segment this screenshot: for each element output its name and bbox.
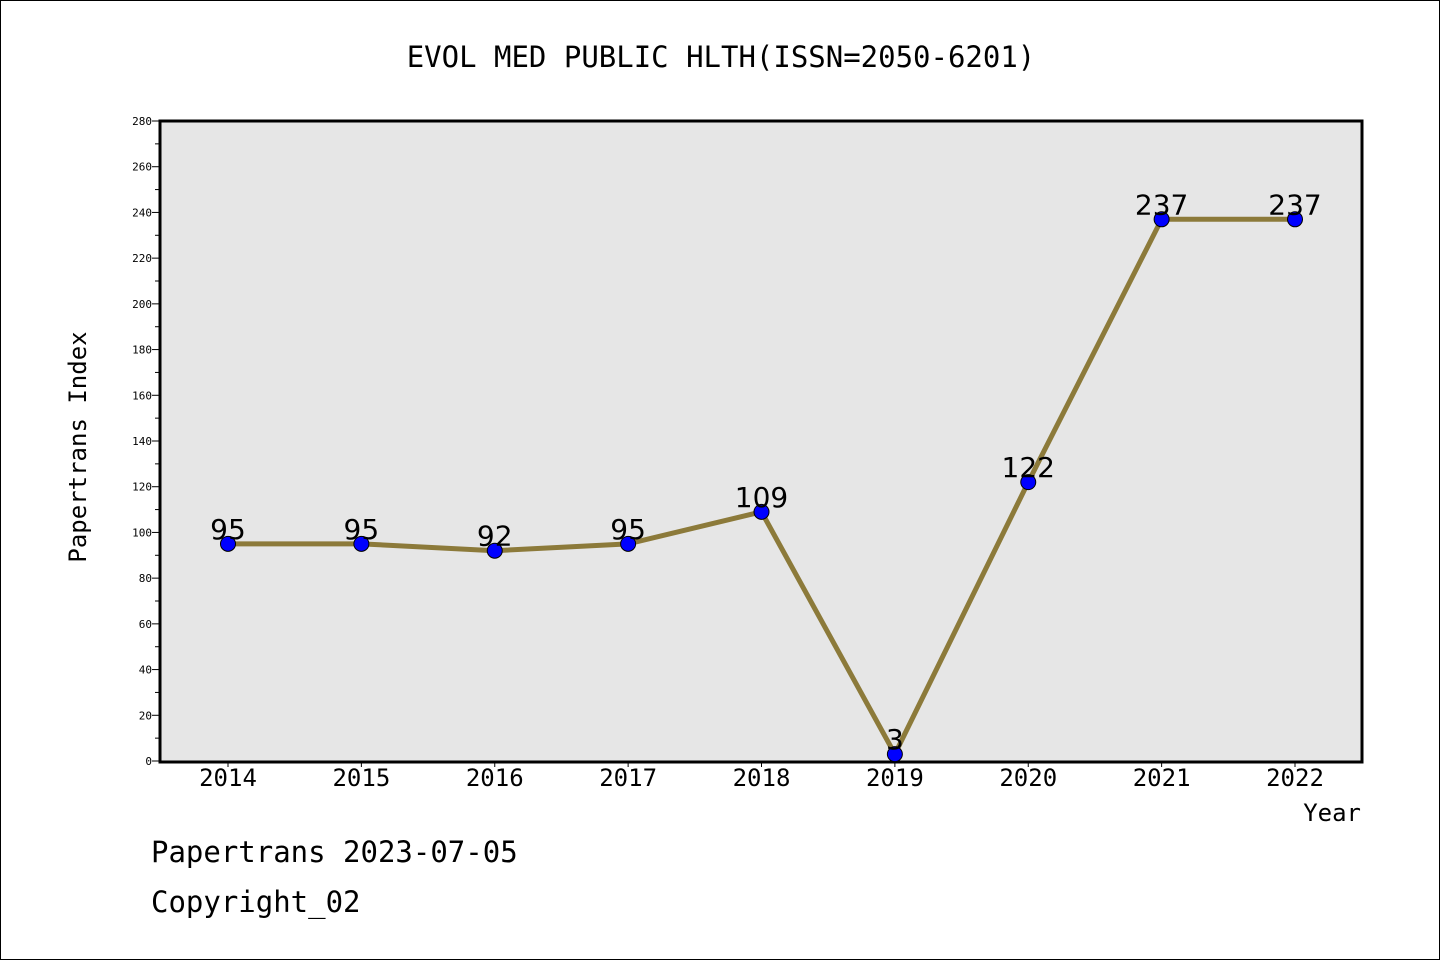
- data-point: [620, 535, 637, 552]
- y-tick-label: 100: [132, 526, 152, 539]
- x-tick-label: 2020: [999, 764, 1057, 792]
- y-tick-label: 120: [132, 481, 152, 494]
- y-tick-label: 180: [132, 344, 152, 357]
- x-tick-label: 2022: [1266, 764, 1324, 792]
- x-tick-label: 2017: [599, 764, 657, 792]
- y-tick-label: 160: [132, 389, 152, 402]
- y-tick-label: 40: [139, 664, 152, 677]
- y-tick-label: 260: [132, 161, 152, 174]
- y-tick-label: 200: [132, 298, 152, 311]
- data-label: 109: [735, 481, 788, 514]
- data-point: [1287, 211, 1303, 228]
- data-label: 122: [1002, 451, 1055, 484]
- x-axis: 2014 2015 2016 2017 2018 2019 2020 2021 2022: [199, 761, 1324, 792]
- x-tick-label: 2019: [866, 764, 924, 792]
- x-tick-label: 2021: [1133, 764, 1191, 792]
- y-tick-label: 80: [139, 572, 152, 585]
- data-point: [1020, 474, 1037, 491]
- y-tick-label: 20: [139, 709, 152, 722]
- data-label: 92: [477, 520, 513, 553]
- data-point: [486, 542, 503, 559]
- y-tick-label: 240: [132, 206, 152, 219]
- data-label: 95: [610, 513, 646, 546]
- chart-title: EVOL MED PUBLIC HLTH(ISSN=2050-6201): [407, 40, 1036, 74]
- data-point: [1153, 211, 1170, 228]
- data-point: [753, 503, 770, 520]
- footer-date-text: Papertrans 2023-07-05: [151, 835, 518, 869]
- x-tick-label: 2015: [332, 764, 390, 792]
- data-label: 237: [1135, 188, 1188, 221]
- x-tick-label: 2014: [199, 764, 257, 792]
- y-tick-label: 220: [132, 252, 152, 265]
- data-label: 3: [886, 723, 904, 756]
- data-point: [886, 746, 903, 763]
- y-tick-label: 60: [139, 618, 152, 631]
- x-tick-label: 2016: [466, 764, 524, 792]
- data-label: 95: [344, 513, 380, 546]
- data-point: [353, 535, 370, 552]
- y-tick-label: 0: [145, 755, 152, 768]
- data-label: 95: [210, 513, 246, 546]
- x-axis-label: Year: [1303, 799, 1361, 827]
- footer-copyright-text: Copyright_02: [151, 885, 361, 919]
- y-axis-label: Papertrans Index: [64, 331, 92, 562]
- series: 95 95 92 95 109 3 122 237 237: [210, 188, 1322, 763]
- data-point: [220, 535, 236, 552]
- y-tick-label: 280: [132, 115, 152, 128]
- data-label: 237: [1268, 188, 1321, 221]
- plot-area: [158, 119, 1364, 764]
- y-axis: 0 20 40 60 80 100 120 140 160 180 200 220 240 260 280: [132, 115, 160, 768]
- x-tick-label: 2018: [733, 764, 791, 792]
- y-tick-label: 140: [132, 435, 152, 448]
